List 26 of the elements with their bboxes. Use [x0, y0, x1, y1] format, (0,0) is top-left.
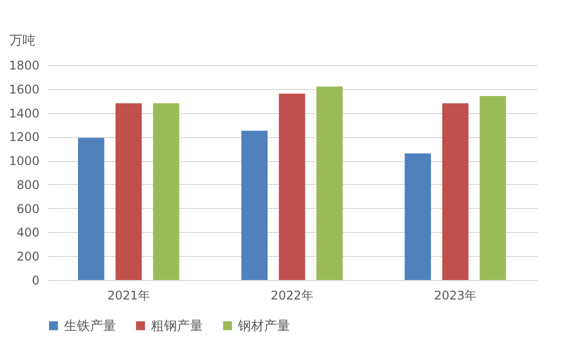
- y-tick-label: 1600: [8, 82, 40, 96]
- y-tick-label: 1400: [8, 106, 40, 120]
- bar: [116, 103, 142, 280]
- y-tick-label: 1200: [8, 130, 40, 144]
- bar: [442, 103, 468, 280]
- bar: [404, 153, 431, 280]
- legend-label: 生铁产量: [64, 318, 116, 334]
- legend-label: 钢材产量: [237, 318, 290, 334]
- y-tick-label: 600: [16, 202, 40, 216]
- legend-label: 粗钢产量: [151, 318, 203, 334]
- x-tick-label: 2021年: [107, 288, 150, 302]
- y-axis-title: 万吨: [10, 34, 36, 48]
- bar: [480, 96, 506, 280]
- x-tick-label: 2023年: [434, 288, 477, 302]
- bar: [241, 130, 268, 280]
- bar: [78, 138, 104, 280]
- y-tick-label: 1000: [8, 154, 40, 168]
- bar: [153, 103, 180, 280]
- y-tick-label: 800: [16, 178, 40, 192]
- bar: [278, 94, 306, 280]
- y-tick-label: 1800: [8, 58, 40, 72]
- y-tick-label: 0: [32, 274, 40, 288]
- y-tick-label: 200: [16, 250, 40, 264]
- x-tick-label: 2022年: [270, 288, 314, 302]
- bar: [316, 86, 343, 280]
- y-tick-label: 400: [16, 226, 40, 240]
